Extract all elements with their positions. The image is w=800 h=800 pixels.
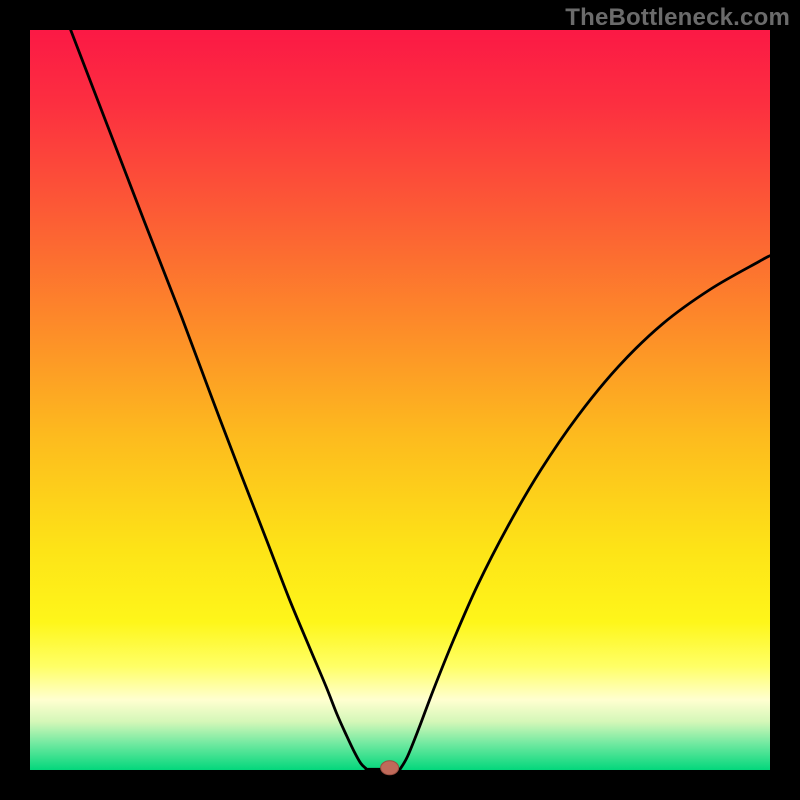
optimal-point-marker — [381, 761, 399, 775]
bottleneck-chart — [0, 0, 800, 800]
stage: TheBottleneck.com — [0, 0, 800, 800]
plot-background — [30, 30, 770, 770]
watermark-text: TheBottleneck.com — [555, 0, 800, 38]
